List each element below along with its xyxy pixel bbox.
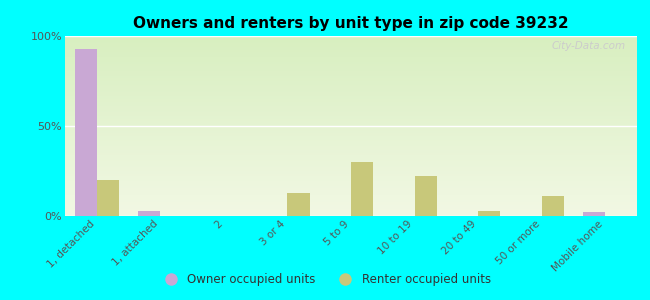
Bar: [583, 212, 605, 216]
Bar: [351, 162, 373, 216]
Bar: [138, 211, 161, 216]
Bar: [541, 196, 564, 216]
Title: Owners and renters by unit type in zip code 39232: Owners and renters by unit type in zip c…: [133, 16, 569, 31]
Bar: [75, 49, 97, 216]
Bar: [478, 211, 500, 216]
Bar: [287, 193, 309, 216]
Bar: [97, 180, 119, 216]
Bar: [415, 176, 437, 216]
Text: City-Data.com: City-Data.com: [551, 41, 625, 51]
Legend: Owner occupied units, Renter occupied units: Owner occupied units, Renter occupied un…: [154, 269, 496, 291]
